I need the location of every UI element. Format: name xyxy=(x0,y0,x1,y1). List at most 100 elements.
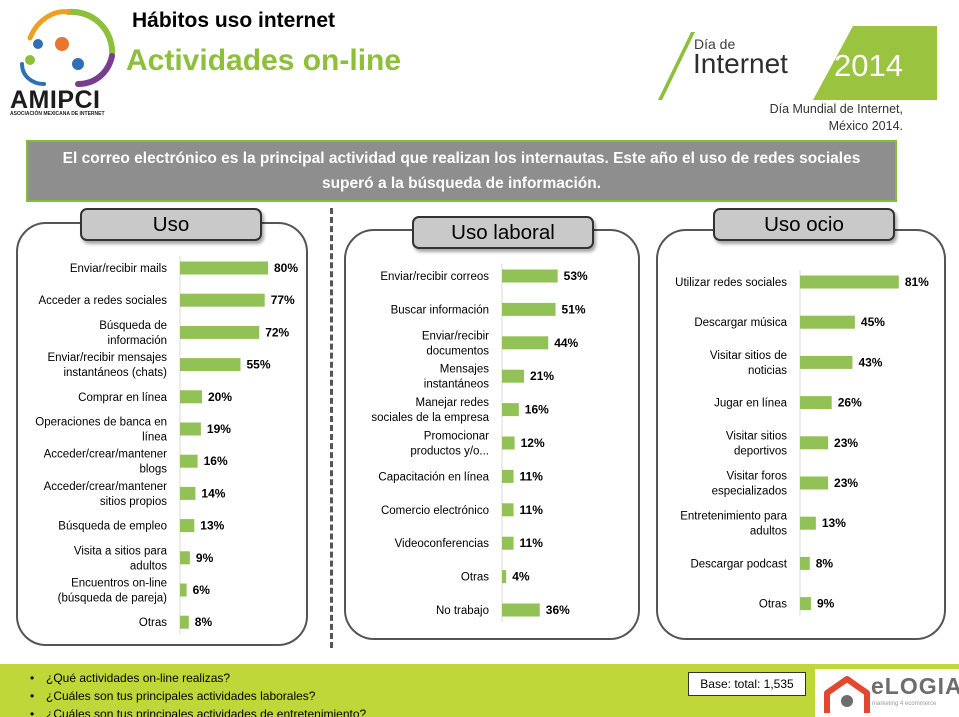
chart-ocio-category-label: Utilizar redes sociales xyxy=(675,277,787,289)
chart-uso-value-label: 55% xyxy=(247,358,271,372)
event-small-text: Día de xyxy=(694,36,736,52)
chart-uso-bar xyxy=(180,390,202,404)
chart-laboral-value-label: 44% xyxy=(554,336,578,350)
footer-question: ¿Cuáles son tus principales actividades … xyxy=(30,705,366,717)
page-subtitle: Actividades on-line xyxy=(126,44,402,77)
event-big-text: Internet xyxy=(693,48,788,79)
chart-laboral-category-label: No trabajo xyxy=(436,605,489,617)
chart-ocio-value-label: 13% xyxy=(822,516,846,530)
footer-questions: ¿Qué actividades on-line realizas? ¿Cuál… xyxy=(30,669,366,717)
event-caption-line: México 2014. xyxy=(828,119,903,133)
elogia-house-icon xyxy=(824,676,870,713)
chart-uso-bar xyxy=(180,261,268,275)
chart-uso-category-label: Visita a sitios para adultos xyxy=(74,545,168,572)
chart-laboral-category-label: Promocionar productos y/o... xyxy=(410,431,489,458)
chart-ocio-bar xyxy=(800,556,810,570)
chart-ocio-value-label: 8% xyxy=(816,556,834,570)
tab-uso-laboral: Uso laboral xyxy=(412,216,594,249)
chart-laboral-category-label: Comercio electrónico xyxy=(381,505,489,517)
chart-uso-bar xyxy=(180,615,189,629)
chart-ocio-category-label: Jugar en línea xyxy=(714,398,787,410)
chart-uso-category-label: Enviar/recibir mensajes instantáneos (cha… xyxy=(47,352,167,379)
chart-uso-category-label: Búsqueda de empleo xyxy=(58,521,167,533)
chart-laboral-value-label: 11% xyxy=(520,536,544,550)
chart-uso-bar xyxy=(180,422,201,436)
chart-ocio-value-label: 23% xyxy=(834,476,858,490)
dia-de-internet-logo xyxy=(658,26,937,100)
chart-laboral-bar xyxy=(502,369,525,383)
chart-ocio-category-label: Visitar sitios deportivos xyxy=(726,430,787,457)
chart-laboral-category-label: Mensajes instantáneos xyxy=(424,364,489,391)
amipci-logo xyxy=(20,8,116,87)
tab-uso: Uso xyxy=(80,208,262,241)
chart-ocio-category-label: Visitar sitios de noticias xyxy=(710,350,787,377)
logo-wordmark: AMIPCI xyxy=(10,86,101,114)
panel-uso-ocio xyxy=(656,229,946,640)
chart-ocio-bar xyxy=(800,516,816,530)
chart-uso-value-label: 80% xyxy=(274,261,298,275)
chart-uso-bar xyxy=(180,583,187,597)
chart-uso-category-label: Búsqueda de información xyxy=(99,320,167,347)
chart-ocio-value-label: 23% xyxy=(834,436,858,450)
tab-uso-ocio: Uso ocio xyxy=(713,208,895,241)
chart-uso-value-label: 9% xyxy=(196,551,214,565)
chart-laboral-bar xyxy=(502,436,515,450)
chart-laboral-value-label: 12% xyxy=(521,436,545,450)
chart-laboral-bar xyxy=(502,302,556,316)
event-caption: Día Mundial de Internet, México 2014. xyxy=(770,101,903,135)
chart-laboral-value-label: 11% xyxy=(520,503,544,517)
event-year: 2014 xyxy=(834,48,903,83)
chart-laboral-value-label: 11% xyxy=(520,469,544,483)
chart-ocio-bar xyxy=(800,476,829,490)
chart-laboral-value-label: 51% xyxy=(562,302,586,316)
chart-ocio-category-label: Visitar foros especializados xyxy=(712,471,788,498)
chart-laboral: 53% Enviar/recibir correos 51% Buscar infor… xyxy=(371,264,588,622)
chart-uso-category-label: Acceder/crear/mantener sitios propios xyxy=(44,481,168,508)
chart-ocio-category-label: Descargar podcast xyxy=(690,558,787,570)
chart-uso-value-label: 77% xyxy=(271,293,295,307)
chart-uso-bar xyxy=(180,519,195,533)
chart-ocio-value-label: 9% xyxy=(817,597,835,611)
chart-laboral-bar xyxy=(502,536,514,550)
chart-uso-bar xyxy=(180,454,198,468)
chart-uso-value-label: 8% xyxy=(195,615,213,629)
chart-uso-bar xyxy=(180,358,241,372)
chart-uso-category-label: Comprar en línea xyxy=(78,392,167,404)
chart-laboral-bar xyxy=(502,336,549,350)
chart-uso-value-label: 16% xyxy=(204,454,228,468)
chart-uso-value-label: 20% xyxy=(208,390,232,404)
chart-uso-value-label: 72% xyxy=(265,325,289,339)
chart-uso-category-label: Enviar/recibir mails xyxy=(70,263,167,275)
chart-laboral-category-label: Enviar/recibir correos xyxy=(380,271,489,283)
chart-laboral-bar xyxy=(502,469,514,483)
brand-name: eLOGIA xyxy=(871,673,959,699)
chart-ocio-bar xyxy=(800,597,811,611)
chart-ocio-bar xyxy=(800,275,899,289)
chart-uso-value-label: 14% xyxy=(201,486,225,500)
footer-question: ¿Qué actividades on-line realizas? xyxy=(30,669,366,687)
chart-laboral-category-label: Enviar/recibir documentos xyxy=(422,330,489,357)
page-title: Hábitos uso internet xyxy=(132,9,336,32)
chart-uso: 80% Enviar/recibir mails 77% Acceder a rede… xyxy=(35,256,298,635)
chart-laboral-bar xyxy=(502,603,540,617)
chart-laboral-category-label: Capacitación en línea xyxy=(378,471,489,483)
chart-uso-bar xyxy=(180,293,265,307)
chart-laboral-category-label: Otras xyxy=(461,572,489,584)
chart-ocio-value-label: 43% xyxy=(858,355,882,369)
chart-ocio-value-label: 45% xyxy=(861,315,885,329)
chart-laboral-value-label: 16% xyxy=(525,403,549,417)
chart-laboral-value-label: 53% xyxy=(564,269,588,283)
chart-uso-category-label: Encuentros on-line (búsqueda de pareja) xyxy=(58,578,167,605)
footer-question: ¿Cuáles son tus principales actividades … xyxy=(30,687,366,705)
chart-ocio-bar xyxy=(800,436,829,450)
chart-laboral-value-label: 4% xyxy=(512,570,530,584)
sample-base: Base: total: 1,535 xyxy=(688,672,806,696)
chart-uso-category-label: Otras xyxy=(139,617,167,629)
panel-uso xyxy=(16,222,308,646)
chart-laboral-value-label: 21% xyxy=(530,369,554,383)
chart-laboral-value-label: 36% xyxy=(546,603,570,617)
chart-laboral-bar xyxy=(502,269,558,283)
chart-laboral-category-label: Buscar información xyxy=(391,304,489,316)
chart-uso-category-label: Operaciones de banca en línea xyxy=(35,417,167,444)
